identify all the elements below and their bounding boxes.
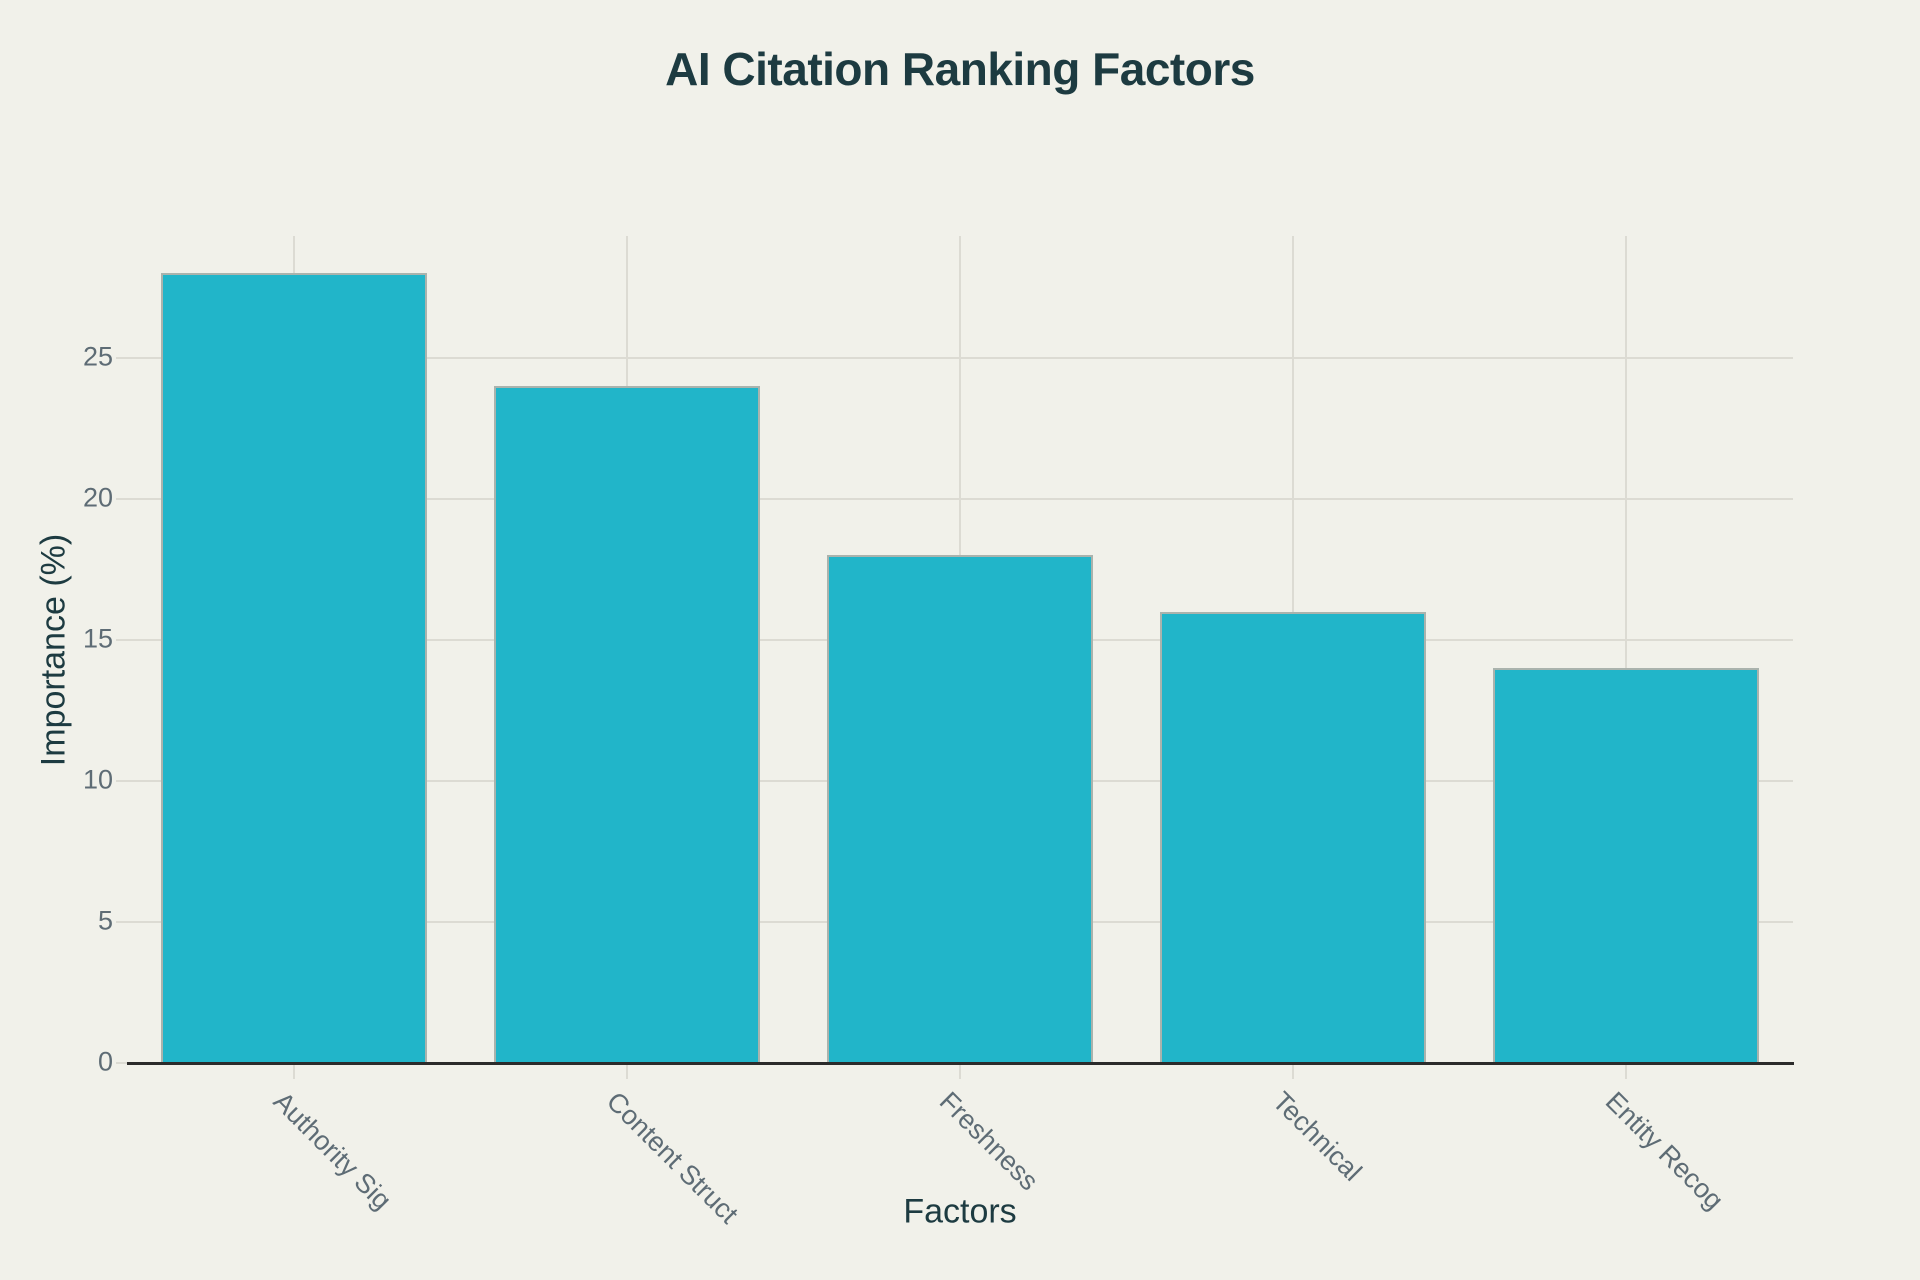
x-tick-label: Entity Recog xyxy=(1599,1086,1730,1216)
x-tick-label: Content Struct xyxy=(600,1086,745,1230)
y-tick-label: 0 xyxy=(97,1046,113,1077)
y-tick-label: 5 xyxy=(97,905,113,936)
x-tick-label: Authority Sig xyxy=(267,1086,398,1216)
y-tick-mark xyxy=(116,639,135,641)
bar xyxy=(493,386,761,1063)
x-tick-label: Technical xyxy=(1266,1086,1368,1187)
chart-title: AI Citation Ranking Factors xyxy=(665,43,1255,95)
y-tick-mark xyxy=(116,1062,135,1064)
y-tick-label: 10 xyxy=(82,764,113,795)
y-tick-label: 15 xyxy=(82,623,113,654)
y-tick-label: 25 xyxy=(82,341,113,372)
bar xyxy=(826,555,1094,1063)
y-tick-mark xyxy=(116,780,135,782)
x-grid-line xyxy=(1625,236,1627,1063)
bar xyxy=(160,273,428,1063)
x-tick-mark xyxy=(1625,1065,1627,1079)
x-tick-mark xyxy=(293,1065,295,1079)
x-tick-label: Freshness xyxy=(933,1086,1045,1197)
bar xyxy=(1492,668,1760,1063)
y-tick-mark xyxy=(116,357,135,359)
x-tick-mark xyxy=(1292,1065,1294,1079)
bar xyxy=(1159,611,1427,1063)
x-axis-line xyxy=(126,1062,1794,1065)
y-tick-mark xyxy=(116,498,135,500)
x-tick-mark xyxy=(959,1065,961,1079)
y-tick-mark xyxy=(116,921,135,923)
x-axis-title: Factors xyxy=(903,1192,1017,1231)
y-tick-label: 20 xyxy=(82,482,113,513)
x-tick-mark xyxy=(626,1065,628,1079)
